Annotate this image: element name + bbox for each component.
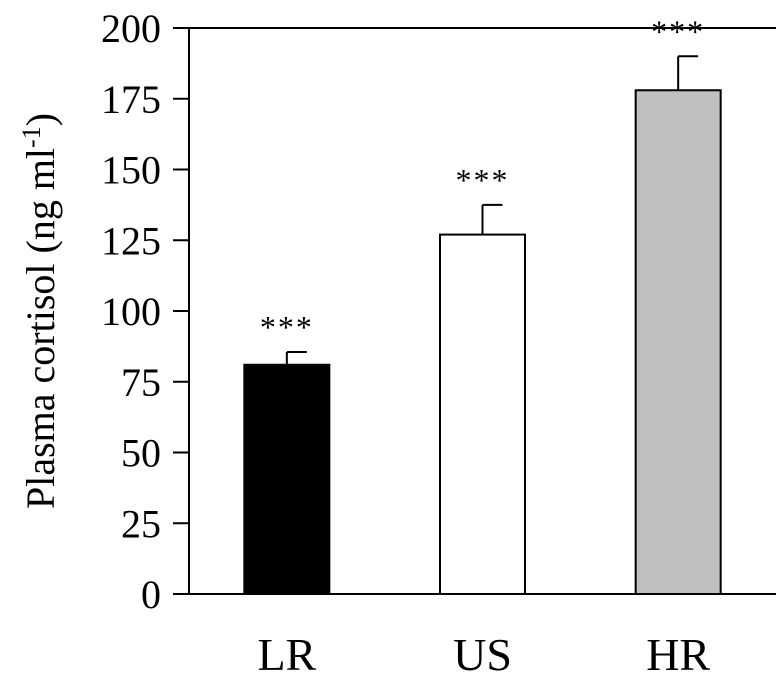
y-tick-label: 75: [121, 360, 161, 405]
x-category-label-us: US: [453, 629, 512, 677]
y-axis-label-superscript: -1: [17, 126, 46, 148]
bars: *** *** ***: [243, 13, 722, 595]
significance-label-lr: ***: [260, 309, 314, 345]
bar-us: [439, 233, 526, 595]
x-axis-labels: LR US HR: [257, 629, 710, 677]
y-tick-label: 50: [121, 431, 161, 476]
y-axis-label: Plasma cortisol (ng ml-1): [17, 113, 63, 509]
y-tick-label: 200: [101, 6, 161, 51]
bar-hr: [634, 89, 722, 595]
x-category-label-lr: LR: [257, 629, 316, 677]
y-axis-label-suffix: ): [18, 113, 63, 126]
significance-label-hr: ***: [651, 13, 705, 49]
y-axis-ticks: 0 25 50 75 100 125 150 175 200: [101, 6, 189, 617]
y-tick-label: 175: [101, 77, 161, 122]
significance-label-us: ***: [456, 162, 510, 198]
y-tick-label: 25: [121, 501, 161, 546]
y-tick-label: 100: [101, 289, 161, 334]
x-category-label-hr: HR: [646, 629, 710, 677]
y-tick-label: 0: [141, 572, 161, 617]
y-tick-label: 150: [101, 148, 161, 193]
bar-lr: [243, 363, 331, 595]
y-tick-label: 125: [101, 218, 161, 263]
